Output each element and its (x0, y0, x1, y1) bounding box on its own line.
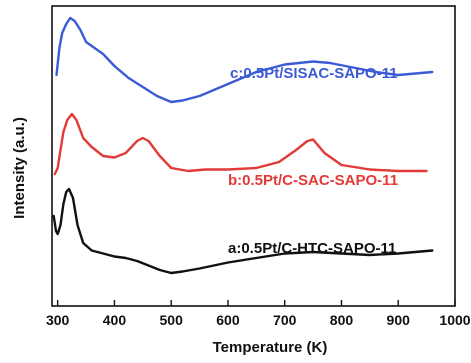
x-axis-ticks: 300 400 500 600 700 800 900 1000 (46, 300, 471, 328)
axes-frame (51, 5, 456, 307)
y-axis-title: Intensity (a.u.) (11, 117, 28, 219)
plot-frame (51, 5, 456, 307)
series-annotations: c:0.5Pt/SISAC-SAPO-11 b:0.5Pt/C-SAC-SAPO-… (228, 65, 398, 257)
x-tick-label: 700 (273, 312, 297, 328)
x-tick-label: 400 (103, 312, 127, 328)
x-tick-label: 600 (216, 312, 240, 328)
x-tick-label: 800 (330, 312, 354, 328)
series-line-2 (52, 187, 434, 275)
series-line-1 (53, 112, 428, 176)
x-tick-label: 1000 (439, 312, 470, 328)
x-tick-label: 300 (46, 312, 70, 328)
series-annotation-2: a:0.5Pt/C-HTC-SAPO-11 (228, 240, 396, 257)
x-tick-label: 500 (160, 312, 184, 328)
series-annotation-1: b:0.5Pt/C-SAC-SAPO-11 (228, 172, 398, 189)
x-axis-title: Temperature (K) (213, 339, 328, 356)
series-line-0 (55, 16, 434, 104)
series-lines (52, 16, 434, 275)
x-tick-label: 900 (387, 312, 411, 328)
series-annotation-0: c:0.5Pt/SISAC-SAPO-11 (230, 65, 398, 82)
